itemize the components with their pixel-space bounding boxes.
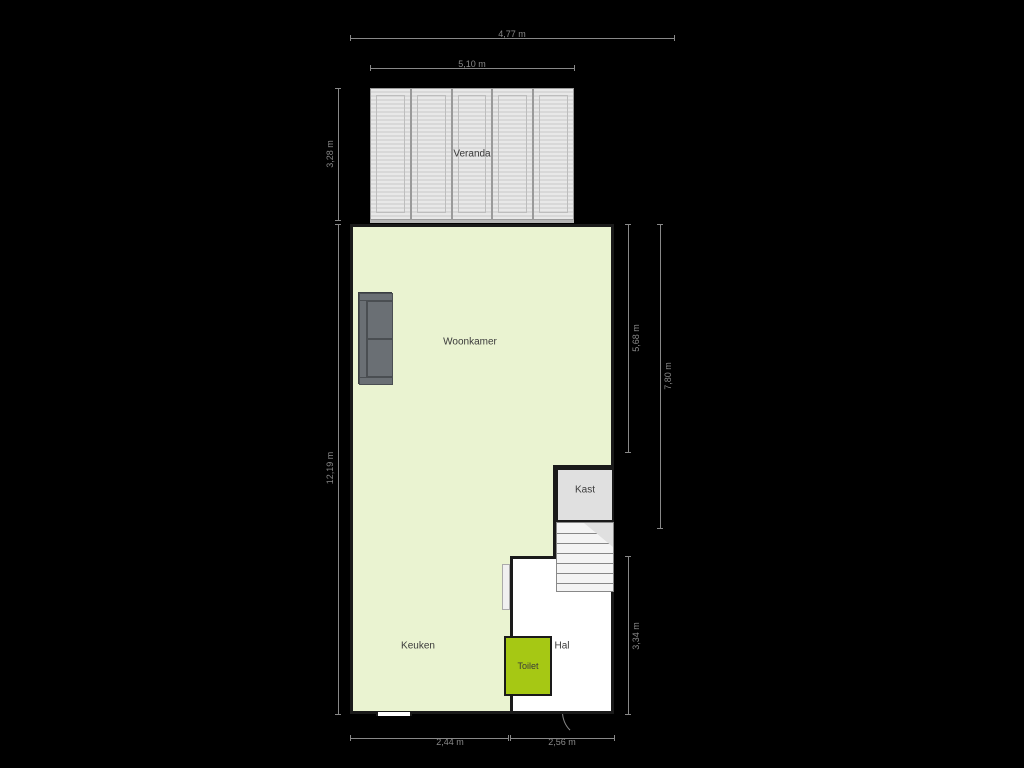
stairs (556, 522, 614, 592)
room-main-extension (553, 224, 614, 468)
dimension-line (338, 88, 339, 220)
dimension-line (338, 224, 339, 714)
dimension-line (350, 738, 508, 739)
stair-step (557, 573, 613, 574)
dimension-label: 7,80 m (663, 362, 673, 390)
veranda-panel (533, 88, 574, 220)
veranda-panel (492, 88, 533, 220)
dimension-line (350, 38, 674, 39)
dimension-line (370, 68, 574, 69)
stair-step (557, 583, 613, 584)
dimension-label: 12,19 m (325, 452, 335, 485)
dimension-line (510, 738, 614, 739)
floorplan-stage: Veranda Kast Hal Toilet Woonkamer Keuken… (0, 0, 1024, 768)
veranda-panel (452, 88, 493, 220)
dimension-label: 3,28 m (325, 140, 335, 168)
dimension-line (628, 224, 629, 452)
veranda-panel (370, 88, 411, 220)
kitchen-counter (502, 564, 510, 610)
dimension-label: 5,68 m (631, 324, 641, 352)
stair-step (557, 553, 613, 554)
dimension-line (660, 224, 661, 528)
dimension-line (628, 556, 629, 714)
dimension-label: 3,34 m (631, 622, 641, 650)
room-toilet (504, 636, 552, 696)
wall-opening (376, 712, 412, 716)
room-kast (556, 468, 614, 522)
stair-step (557, 563, 613, 564)
furniture-sofa (358, 292, 392, 384)
room-veranda (370, 88, 574, 220)
veranda-panel (411, 88, 452, 220)
